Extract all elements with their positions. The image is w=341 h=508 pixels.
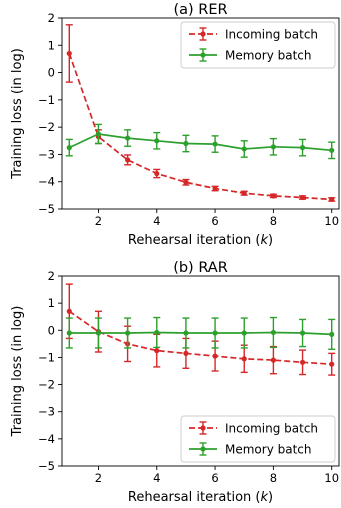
- chart-title: (b) RAR: [173, 260, 228, 276]
- data-point: [241, 146, 247, 152]
- data-point: [183, 140, 189, 147]
- plot-frame: [61, 17, 340, 210]
- x-axis-label-suffix: ): [268, 490, 273, 505]
- legend-marker: [200, 425, 206, 431]
- data-point: [183, 179, 189, 185]
- x-tick-label: 10: [324, 214, 339, 228]
- data-point: [329, 196, 335, 203]
- y-tick-label: −1: [38, 93, 55, 107]
- y-tick-label: 2: [48, 269, 55, 283]
- y-tick-label: 1: [48, 296, 55, 310]
- data-point: [183, 330, 189, 336]
- y-axis-label: Training loss (in log): [10, 48, 25, 180]
- legend-label: Memory batch: [225, 443, 312, 457]
- legend-box: [180, 21, 336, 69]
- data-point: [212, 141, 218, 147]
- series-2: [65, 316, 336, 350]
- y-tick-label: −5: [38, 459, 55, 473]
- data-point: [183, 350, 189, 356]
- data-point: [154, 138, 160, 144]
- data-point: [66, 330, 72, 336]
- data-point: [212, 353, 218, 359]
- y-tick-label: −3: [38, 405, 55, 419]
- x-axis-label-suffix: ): [268, 233, 273, 248]
- x-tick-label: 6: [211, 214, 218, 228]
- data-point: [66, 308, 72, 314]
- x-tick-label: 10: [324, 471, 339, 485]
- data-point: [299, 330, 306, 336]
- legend-label: Incoming batch: [225, 28, 318, 42]
- data-point: [66, 145, 72, 151]
- x-tick-label: 4: [153, 471, 160, 485]
- legend-box: [180, 415, 336, 463]
- y-tick-label: −1: [38, 350, 55, 364]
- data-point: [212, 330, 218, 336]
- series-1: [65, 283, 336, 376]
- x-tick-label: 4: [153, 214, 160, 228]
- data-point: [329, 147, 335, 153]
- data-point: [66, 50, 72, 57]
- legend: Incoming batch Memory batch: [180, 21, 336, 69]
- x-axis-label: Rehearsal iteration (k): [128, 490, 273, 505]
- data-point: [241, 356, 247, 362]
- x-axis-label-var: k: [261, 490, 269, 505]
- x-axis-label: Rehearsal iteration (k): [128, 233, 273, 248]
- data-point: [299, 359, 306, 365]
- x-tick-label: 8: [270, 214, 277, 228]
- y-axis-label: Training loss (in log): [10, 306, 25, 438]
- data-point: [241, 330, 247, 336]
- series-2: [65, 123, 336, 160]
- data-point: [125, 135, 131, 141]
- data-point: [125, 330, 131, 336]
- y-tick-label: −2: [38, 378, 55, 392]
- data-point: [270, 193, 276, 199]
- x-axis-label-prefix: Rehearsal iteration (: [128, 233, 261, 248]
- legend-marker: [200, 446, 206, 452]
- y-tick-label: −3: [38, 147, 55, 161]
- series-line: [68, 133, 332, 152]
- data-point: [299, 145, 306, 151]
- legend-label: Memory batch: [225, 49, 312, 63]
- y-tick-label: −4: [38, 432, 55, 446]
- y-tick-label: 0: [48, 323, 55, 337]
- data-point: [212, 185, 218, 192]
- data-point: [95, 330, 102, 336]
- chart-title: (a) RER: [173, 2, 227, 18]
- data-point: [270, 144, 276, 150]
- y-tick-label: −5: [38, 202, 55, 216]
- data-point: [95, 131, 102, 137]
- data-point: [299, 194, 306, 201]
- y-tick-label: 2: [48, 11, 55, 25]
- x-tick-label: 6: [211, 471, 218, 485]
- x-tick-label: 8: [270, 471, 277, 485]
- x-axis-label-prefix: Rehearsal iteration (: [128, 490, 261, 505]
- data-point: [154, 348, 160, 354]
- legend-marker: [200, 31, 206, 37]
- chart-panel-2: (b) RAR 2 4 6 8 10 −5 −4 −3 −2 −1 0 1 2 Rehearsal iter…: [10, 260, 340, 505]
- data-point: [329, 331, 335, 337]
- x-tick-label: 2: [95, 214, 102, 228]
- y-tick-label: 1: [48, 38, 55, 52]
- x-tick-label: 2: [95, 471, 102, 485]
- legend-label: Incoming batch: [225, 422, 318, 436]
- data-point: [125, 157, 131, 163]
- legend-marker: [200, 52, 206, 58]
- data-point: [241, 190, 247, 196]
- plot-frame: [61, 275, 340, 467]
- series-line: [69, 331, 332, 336]
- y-tick-label: −2: [38, 120, 55, 134]
- legend: Incoming batch Memory batch: [180, 415, 336, 463]
- data-point: [154, 170, 160, 177]
- y-tick-label: −4: [38, 175, 55, 189]
- chart-panel-1: (a) RER 2 4 6 8 10 −5 −4 −3 −2 −1 0 1 2 Rehearsal iter…: [10, 2, 340, 248]
- data-point: [270, 329, 276, 336]
- series-line: [68, 310, 332, 366]
- data-point: [154, 329, 160, 336]
- data-point: [329, 361, 335, 367]
- y-tick-label: 0: [48, 66, 55, 80]
- x-axis-label-var: k: [261, 233, 269, 248]
- data-point: [270, 357, 276, 363]
- series-line: [68, 53, 332, 201]
